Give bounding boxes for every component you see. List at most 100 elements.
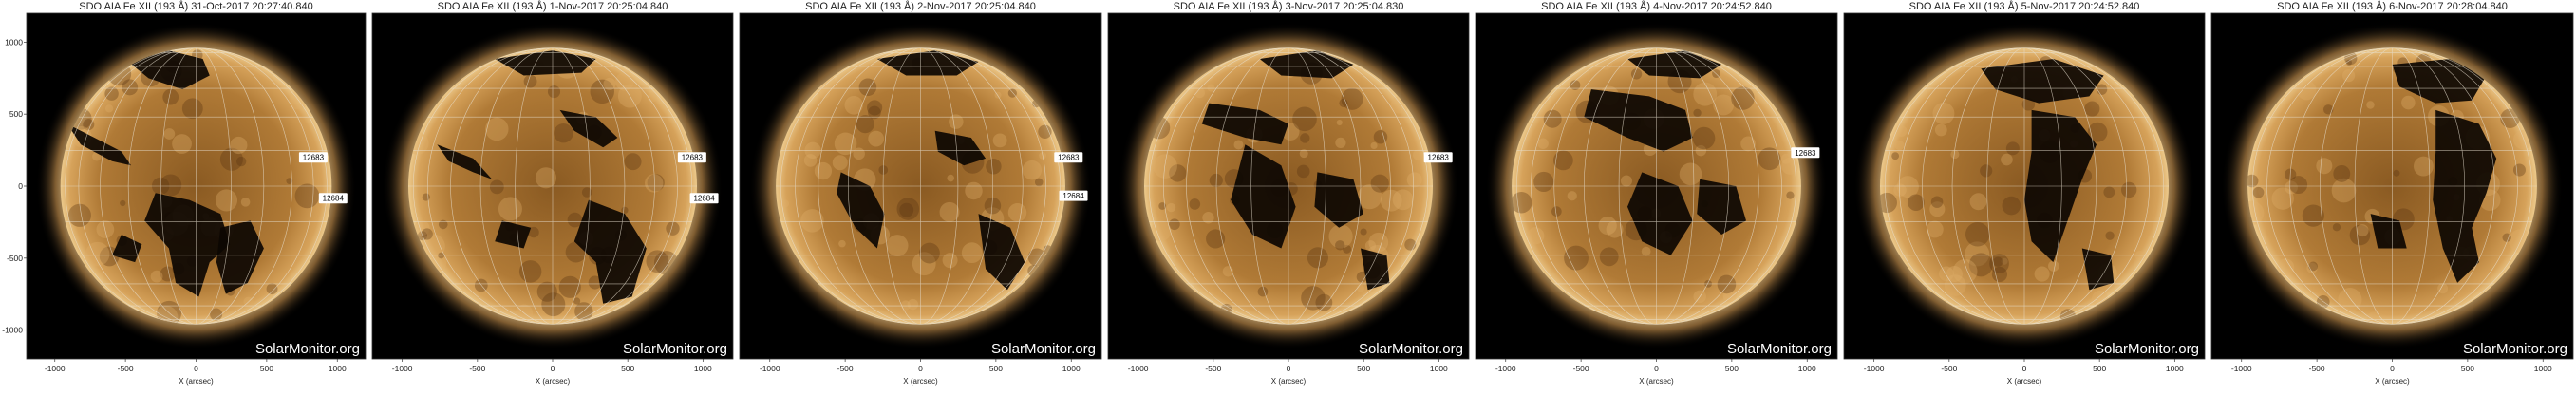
coronal-hole	[934, 130, 987, 166]
x-tick-label: -500	[1205, 364, 1221, 373]
coronal-hole	[495, 220, 532, 249]
region-label-box	[318, 193, 348, 204]
region-label: 12683	[1795, 149, 1816, 158]
region-label: 12684	[323, 195, 345, 203]
coronal-hole	[876, 50, 979, 76]
x-tick-label: -500	[2309, 364, 2325, 373]
x-tick-label: 500	[621, 364, 634, 373]
coronal-hole	[1627, 172, 1693, 255]
solar-panel: 12683 12684 SolarMonitor.org SDO AIA Fe XII…	[739, 0, 1102, 386]
x-tick-label: -1000	[45, 364, 66, 373]
x-tick-label: -1000	[1864, 364, 1885, 373]
x-axis-label: X (arcsec)	[1639, 377, 1674, 386]
x-axis-label: X (arcsec)	[179, 377, 214, 386]
y-tick-label: -1000	[2, 326, 23, 335]
x-tick-label: 1000	[1430, 364, 1448, 373]
solar-panel: SolarMonitor.org SDO AIA Fe XII (193 Å) 5…	[1843, 0, 2206, 386]
coronal-hole	[978, 214, 1025, 291]
region-label-box	[689, 193, 719, 204]
panel-title: SDO AIA Fe XII (193 Å) 5-Nov-2017 20:24:…	[1909, 0, 2140, 12]
coronal-hole	[1697, 179, 1746, 235]
x-tick-label: 500	[2461, 364, 2474, 373]
x-tick-label: -500	[837, 364, 854, 373]
panel-title: SDO AIA Fe XII (193 Å) 2-Nov-2017 20:25:…	[805, 0, 1036, 12]
x-axis-label: X (arcsec)	[536, 377, 571, 386]
x-tick-label: 500	[2093, 364, 2106, 373]
x-tick-label: -500	[469, 364, 485, 373]
coronal-hole	[573, 199, 647, 304]
region-label: 12683	[1428, 154, 1450, 162]
region-label-box	[1059, 190, 1088, 201]
watermark: SolarMonitor.org	[1359, 341, 1463, 357]
coronal-hole	[128, 50, 210, 90]
region-label: 12683	[303, 154, 325, 162]
x-tick-label: 500	[1725, 364, 1739, 373]
watermark: SolarMonitor.org	[2463, 341, 2567, 357]
region-label: 12683	[1058, 154, 1080, 162]
x-tick-label: 1000	[2534, 364, 2552, 373]
coronal-hole	[1361, 248, 1390, 291]
region-label-box	[298, 152, 328, 163]
x-tick-label: 1000	[1062, 364, 1081, 373]
x-tick-label: -1000	[2231, 364, 2252, 373]
x-tick-label: -500	[1573, 364, 1589, 373]
y-tick-label: 0	[18, 181, 23, 191]
x-tick-label: -1000	[1128, 364, 1149, 373]
coronal-hole	[216, 220, 264, 294]
solar-panel: 12683 12684 SolarMonitor.org SDO AIA Fe XII…	[371, 0, 734, 386]
x-axis-label: X (arcsec)	[1271, 377, 1307, 386]
x-tick-label: -500	[118, 364, 134, 373]
region-label-box	[1791, 147, 1820, 159]
coronal-hole	[1981, 59, 2104, 104]
coronal-hole	[1231, 144, 1296, 249]
x-tick-label: 0	[551, 364, 555, 373]
x-tick-label: 1000	[2166, 364, 2184, 373]
region-label: 12683	[682, 154, 704, 162]
x-tick-label: 500	[1357, 364, 1370, 373]
region-label-box	[1054, 152, 1083, 163]
watermark: SolarMonitor.org	[2095, 341, 2199, 357]
y-tick-label: 500	[9, 109, 23, 119]
coronal-hole	[1201, 103, 1288, 145]
watermark: SolarMonitor.org	[991, 341, 1096, 357]
panel-title: SDO AIA Fe XII (193 Å) 4-Nov-2017 20:24:…	[1541, 0, 1772, 12]
region-label: 12684	[1062, 192, 1084, 200]
coronal-hole	[66, 123, 131, 166]
panel-title: SDO AIA Fe XII (193 Å) 1-Nov-2017 20:25:…	[438, 0, 668, 12]
panel-title: SDO AIA Fe XII (193 Å) 31-Oct-2017 20:27…	[79, 0, 312, 12]
coronal-hole	[144, 193, 231, 297]
watermark: SolarMonitor.org	[623, 341, 727, 357]
x-axis-label: X (arcsec)	[903, 377, 938, 386]
x-tick-label: 1000	[1798, 364, 1816, 373]
coronal-hole	[495, 50, 596, 76]
coronal-hole	[1584, 89, 1693, 152]
x-tick-label: 0	[2022, 364, 2027, 373]
region-label-box	[677, 152, 706, 163]
coronal-hole	[2081, 248, 2115, 291]
x-tick-label: 0	[1287, 364, 1291, 373]
x-tick-label: -1000	[392, 364, 413, 373]
watermark: SolarMonitor.org	[255, 341, 360, 357]
x-tick-label: 0	[194, 364, 198, 373]
solar-panel: 12683 SolarMonitor.org SDO AIA Fe XII (193…	[1107, 0, 1470, 386]
y-tick-label: -500	[7, 254, 23, 263]
solar-panel: 12683 12684 SolarMonitor.org SDO AIA Fe XII…	[2, 0, 367, 386]
coronal-hole	[559, 109, 618, 148]
watermark: SolarMonitor.org	[1727, 341, 1832, 357]
x-axis-label: X (arcsec)	[2007, 377, 2042, 386]
x-tick-label: -1000	[760, 364, 780, 373]
coronal-hole	[2370, 214, 2407, 249]
solar-panel: SolarMonitor.org SDO AIA Fe XII (193 Å) 6…	[2210, 0, 2574, 386]
x-tick-label: 500	[260, 364, 273, 373]
y-tick-label: 1000	[5, 37, 23, 47]
panel-title: SDO AIA Fe XII (193 Å) 6-Nov-2017 20:28:…	[2277, 0, 2508, 12]
x-tick-label: 0	[918, 364, 923, 373]
x-tick-label: 0	[1654, 364, 1659, 373]
solar-panel: 12683 SolarMonitor.org SDO AIA Fe XII (193…	[1475, 0, 1838, 386]
x-tick-label: 500	[989, 364, 1003, 373]
x-axis-label: X (arcsec)	[2375, 377, 2410, 386]
region-label: 12684	[693, 195, 715, 203]
x-tick-label: 0	[2390, 364, 2395, 373]
panel-title: SDO AIA Fe XII (193 Å) 3-Nov-2017 20:25:…	[1174, 0, 1404, 12]
